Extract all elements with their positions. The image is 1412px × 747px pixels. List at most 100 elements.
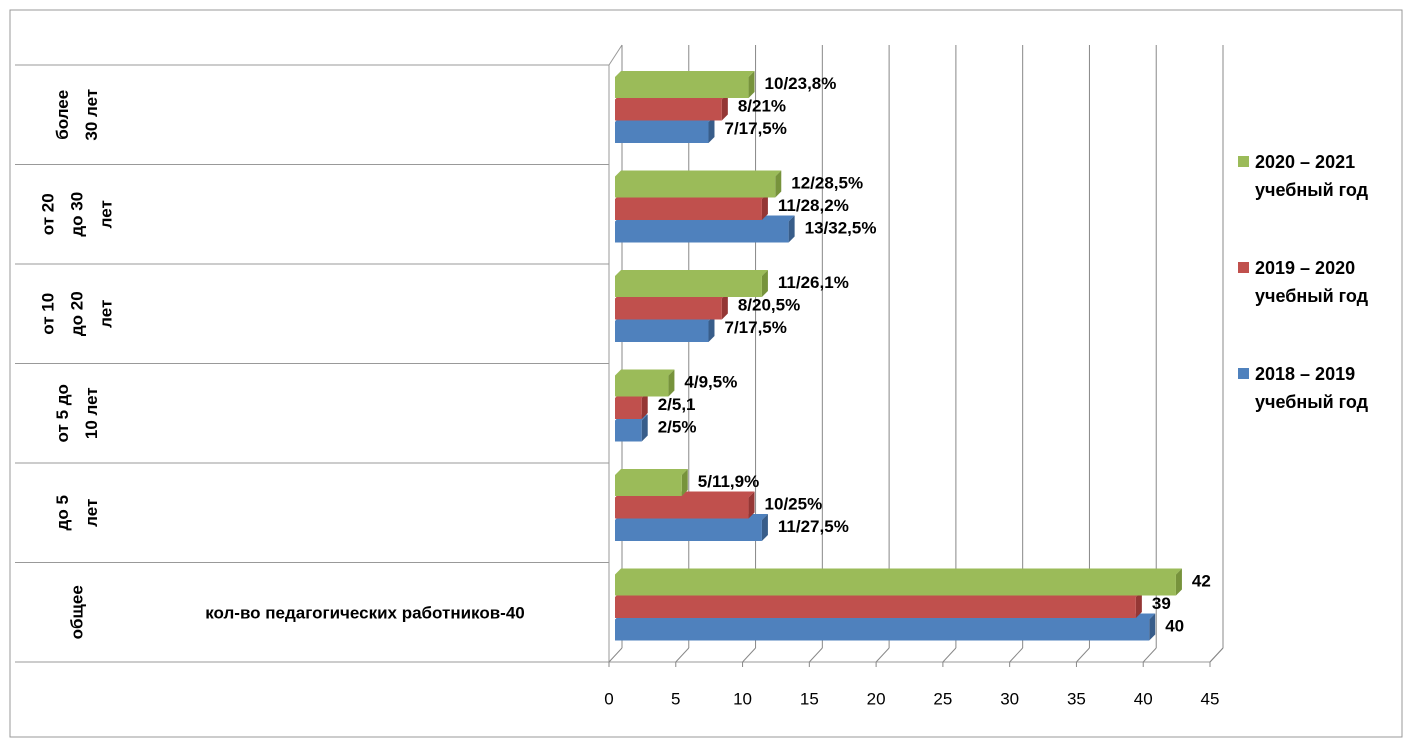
value-label: 11/26,1% (778, 273, 849, 292)
bar (615, 321, 709, 342)
value-label: 2/5% (658, 417, 697, 436)
bar (615, 574, 1176, 596)
category-label: общее (67, 585, 86, 639)
bar-side (721, 93, 728, 121)
grid-floor (1209, 647, 1224, 663)
x-tick-label: 15 (800, 689, 819, 708)
grid-floor (1076, 647, 1090, 663)
grid-floor (942, 647, 957, 663)
value-label: 11/28,2% (778, 196, 849, 215)
legend-swatch (1238, 262, 1249, 273)
bar (615, 276, 762, 297)
bar (615, 122, 709, 143)
legend-entry: 2020 – 2021 учебный год (1238, 148, 1403, 204)
legend-swatch (1238, 156, 1249, 167)
legend-label: 2019 – 2020 учебный год (1255, 258, 1369, 306)
bar (615, 520, 762, 541)
bar (615, 221, 789, 243)
bar (615, 77, 749, 98)
value-label: 8/21% (738, 96, 786, 115)
x-tick-label: 25 (933, 689, 952, 708)
value-label: 12/28,5% (791, 173, 863, 192)
wall-edge (608, 44, 623, 66)
value-label: 10/25% (765, 494, 823, 513)
bar-side (721, 292, 728, 320)
grid-floor (1009, 647, 1024, 663)
x-tick-label: 35 (1067, 689, 1086, 708)
bar-top (615, 369, 675, 376)
grid-floor (608, 647, 623, 663)
category-label: до 20 (67, 291, 86, 336)
bar (615, 597, 1136, 618)
category-label: 30 лет (82, 89, 101, 141)
legend-label: 2020 – 2021 учебный год (1255, 152, 1369, 200)
bar-side (748, 491, 755, 519)
x-tick-label: 5 (671, 689, 680, 708)
category-label: от 5 до (53, 384, 72, 442)
x-tick-label: 40 (1134, 689, 1153, 708)
bar (615, 176, 776, 198)
value-label: 40 (1165, 616, 1184, 635)
grid-floor (1142, 647, 1157, 663)
legend: 2020 – 2021 учебный год 2019 – 2020 учебн… (1238, 148, 1403, 416)
category-label: до 5 (53, 495, 72, 530)
legend-swatch (1238, 368, 1249, 379)
bar (615, 420, 642, 442)
bar-side (775, 170, 782, 198)
bar (615, 398, 642, 419)
bar (615, 475, 682, 496)
bar-top (615, 170, 782, 177)
value-label: 8/20,5% (738, 295, 800, 314)
value-label: 7/17,5% (724, 318, 786, 337)
value-label: 42 (1192, 571, 1211, 590)
bar-side (1135, 591, 1142, 618)
category-label: от 20 (38, 193, 57, 235)
bar-top (615, 568, 1182, 575)
bar-side (681, 469, 688, 496)
value-label: 4/9,5% (684, 372, 737, 391)
bar-side (788, 215, 795, 243)
grid-floor (875, 647, 890, 663)
legend-entry: 2019 – 2020 учебный год (1238, 254, 1403, 310)
value-label: 11/27,5% (778, 517, 849, 536)
bar (615, 298, 722, 320)
value-label: 10/23,8% (765, 74, 837, 93)
x-tick-label: 45 (1201, 689, 1220, 708)
bar-side (708, 116, 715, 143)
grid-floor (742, 647, 756, 663)
bar-side (761, 514, 768, 541)
x-tick-label: 30 (1000, 689, 1019, 708)
category-label: до 30 (67, 192, 86, 237)
bar-top (615, 71, 755, 77)
bar-side (1175, 568, 1182, 596)
bar (615, 99, 722, 121)
value-label: 5/11,9% (698, 472, 759, 491)
legend-label: 2018 – 2019 учебный год (1255, 364, 1369, 412)
x-tick-label: 10 (733, 689, 752, 708)
bar-top (615, 469, 688, 475)
bar-side (641, 414, 648, 442)
value-label: 7/17,5% (724, 119, 786, 138)
bar (615, 497, 749, 519)
bar-top (615, 270, 768, 276)
x-tick-label: 0 (604, 689, 613, 708)
bar-side (641, 392, 648, 419)
legend-entry: 2018 – 2019 учебный год (1238, 360, 1403, 416)
bar-side (761, 270, 768, 297)
category-label: лет (82, 499, 101, 527)
value-label: 13/32,5% (805, 218, 877, 237)
bar (615, 199, 762, 220)
value-label: 39 (1152, 594, 1171, 613)
bar-side (708, 315, 715, 342)
bar (615, 375, 669, 397)
bar-side (668, 369, 675, 397)
bar (615, 619, 1150, 641)
annotation: кол-во педагогических работников-40 (205, 603, 525, 622)
grid-floor (675, 647, 690, 663)
bar-side (1149, 613, 1156, 641)
bar-side (761, 193, 768, 220)
category-label: более (53, 90, 72, 140)
x-tick-label: 20 (867, 689, 886, 708)
value-label: 2/5,1 (658, 395, 696, 414)
